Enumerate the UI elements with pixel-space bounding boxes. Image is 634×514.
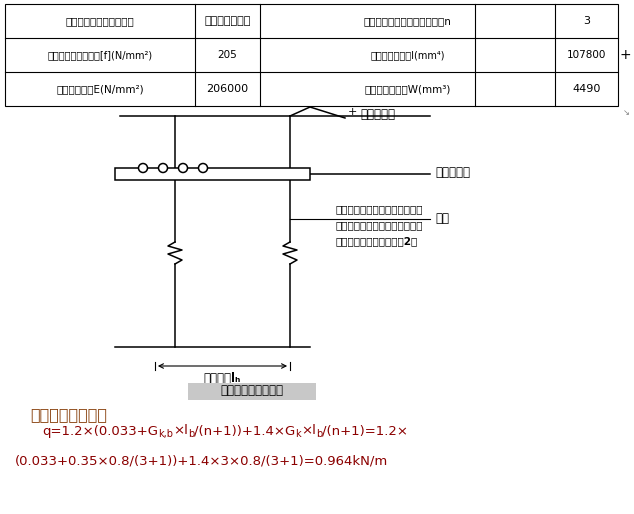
FancyBboxPatch shape (188, 383, 316, 400)
Text: +: + (619, 48, 631, 62)
Text: 纵向水平杆在上: 纵向水平杆在上 (204, 16, 250, 26)
Text: 205: 205 (217, 50, 237, 60)
Text: 横杆截面抵抗矩W(mm³): 横杆截面抵抗矩W(mm³) (365, 84, 451, 94)
Text: ×l: ×l (173, 425, 188, 437)
Text: 注：纵向水平杆在上时，横向水: 注：纵向水平杆在上时，横向水 (335, 204, 422, 214)
Text: 承载能力极限状态: 承载能力极限状态 (30, 407, 107, 422)
Text: 立杆: 立杆 (435, 212, 449, 226)
Text: q=1.2×(0.033+G: q=1.2×(0.033+G (42, 425, 158, 437)
Text: /(n+1))+1.4×G: /(n+1))+1.4×G (194, 425, 295, 437)
Text: 平杆上纵向水平杆根数为不包含: 平杆上纵向水平杆根数为不包含 (335, 220, 422, 230)
Text: ↘: ↘ (623, 108, 630, 117)
Text: b: b (316, 429, 322, 439)
Circle shape (179, 163, 188, 173)
Text: 两侧水平杆，如本图例为2。: 两侧水平杆，如本图例为2。 (335, 236, 417, 246)
Text: 107800: 107800 (567, 50, 606, 60)
Bar (115, 168, 310, 180)
Text: 3: 3 (583, 16, 590, 26)
Text: 横向水平杆: 横向水平杆 (435, 166, 470, 178)
Text: 横杆截面惯性矩I(mm⁴): 横杆截面惯性矩I(mm⁴) (370, 50, 444, 60)
Text: k: k (295, 429, 301, 439)
Circle shape (198, 163, 207, 173)
Text: 纵向水平杆: 纵向水平杆 (360, 107, 395, 120)
Text: k,b: k,b (158, 429, 173, 439)
Text: 横杆弹性模量E(N/mm²): 横杆弹性模量E(N/mm²) (56, 84, 144, 94)
Text: +: + (348, 107, 358, 117)
Text: 206000: 206000 (207, 84, 249, 94)
Text: 横杆抗弯强度设计值[f](N/mm²): 横杆抗弯强度设计值[f](N/mm²) (48, 50, 153, 60)
Text: (0.033+0.35×0.8/(3+1))+1.4×3×0.8/(3+1)=0.964kN/m: (0.033+0.35×0.8/(3+1))+1.4×3×0.8/(3+1)=0… (15, 454, 388, 467)
Circle shape (158, 163, 167, 173)
Circle shape (138, 163, 148, 173)
Bar (5, 4, 618, 106)
Text: 纵、横向水平杆布置: 纵、横向水平杆布置 (221, 384, 283, 397)
Text: 立杆横距lₕ: 立杆横距lₕ (204, 373, 241, 386)
Text: 横向水平杆上纵向水平杆根数n: 横向水平杆上纵向水平杆根数n (363, 16, 451, 26)
Text: ×l: ×l (301, 425, 316, 437)
Text: 纵、横向水平杆布置方式: 纵、横向水平杆布置方式 (66, 16, 134, 26)
Text: 4490: 4490 (573, 84, 600, 94)
Text: /(n+1)=1.2×: /(n+1)=1.2× (322, 425, 408, 437)
Text: b: b (188, 429, 194, 439)
